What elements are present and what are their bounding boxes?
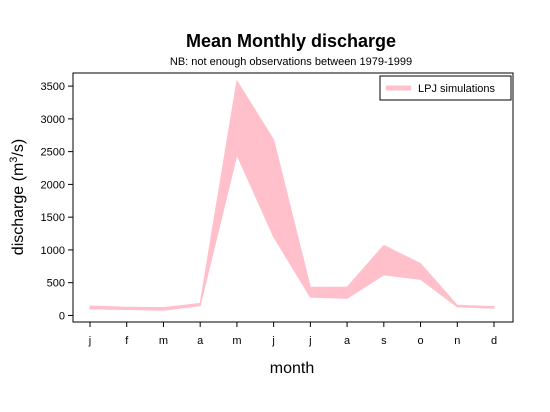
y-axis-label-main: discharge (m — [10, 163, 27, 255]
chart-title: Mean Monthly discharge — [186, 31, 396, 51]
y-tick-label: 2500 — [41, 147, 65, 159]
y-tick-label: 2000 — [41, 179, 65, 191]
x-tick-label: f — [125, 335, 129, 347]
plot-area — [89, 79, 495, 311]
y-tick-label: 500 — [47, 278, 65, 290]
legend: LPJ simulations — [379, 75, 512, 101]
series-band-0 — [89, 79, 495, 311]
y-tick-label: 3000 — [41, 114, 65, 126]
x-tick-label: j — [88, 335, 91, 347]
y-tick-label: 1000 — [41, 245, 65, 257]
x-tick-label: s — [381, 335, 387, 347]
y-tick-label: 3500 — [41, 81, 65, 93]
x-tick-label: m — [232, 335, 241, 347]
chart-subtitle: NB: not enough observations between 1979… — [170, 56, 412, 68]
y-axis-label-superscript: 3 — [8, 157, 20, 163]
x-tick-label: j — [308, 335, 311, 347]
x-tick-label: m — [159, 335, 168, 347]
y-tick-label: 1500 — [41, 212, 65, 224]
y-tick-label: 0 — [59, 310, 65, 322]
x-tick-label: a — [344, 335, 351, 347]
plot-frame — [72, 72, 514, 323]
x-axis-label: month — [270, 360, 314, 377]
y-axis-label: discharge (m3/s) — [8, 139, 27, 255]
x-tick-label: a — [197, 335, 204, 347]
legend-label: LPJ simulations — [418, 83, 496, 95]
x-tick-label: n — [454, 335, 460, 347]
y-axis: 0 500 1000 1500 2000 2500 3000 3500 — [41, 81, 73, 322]
y-axis-label-suffix: /s) — [10, 139, 27, 157]
x-tick-label: o — [417, 335, 423, 347]
x-tick-label: d — [491, 335, 497, 347]
x-tick-label: j — [271, 335, 274, 347]
